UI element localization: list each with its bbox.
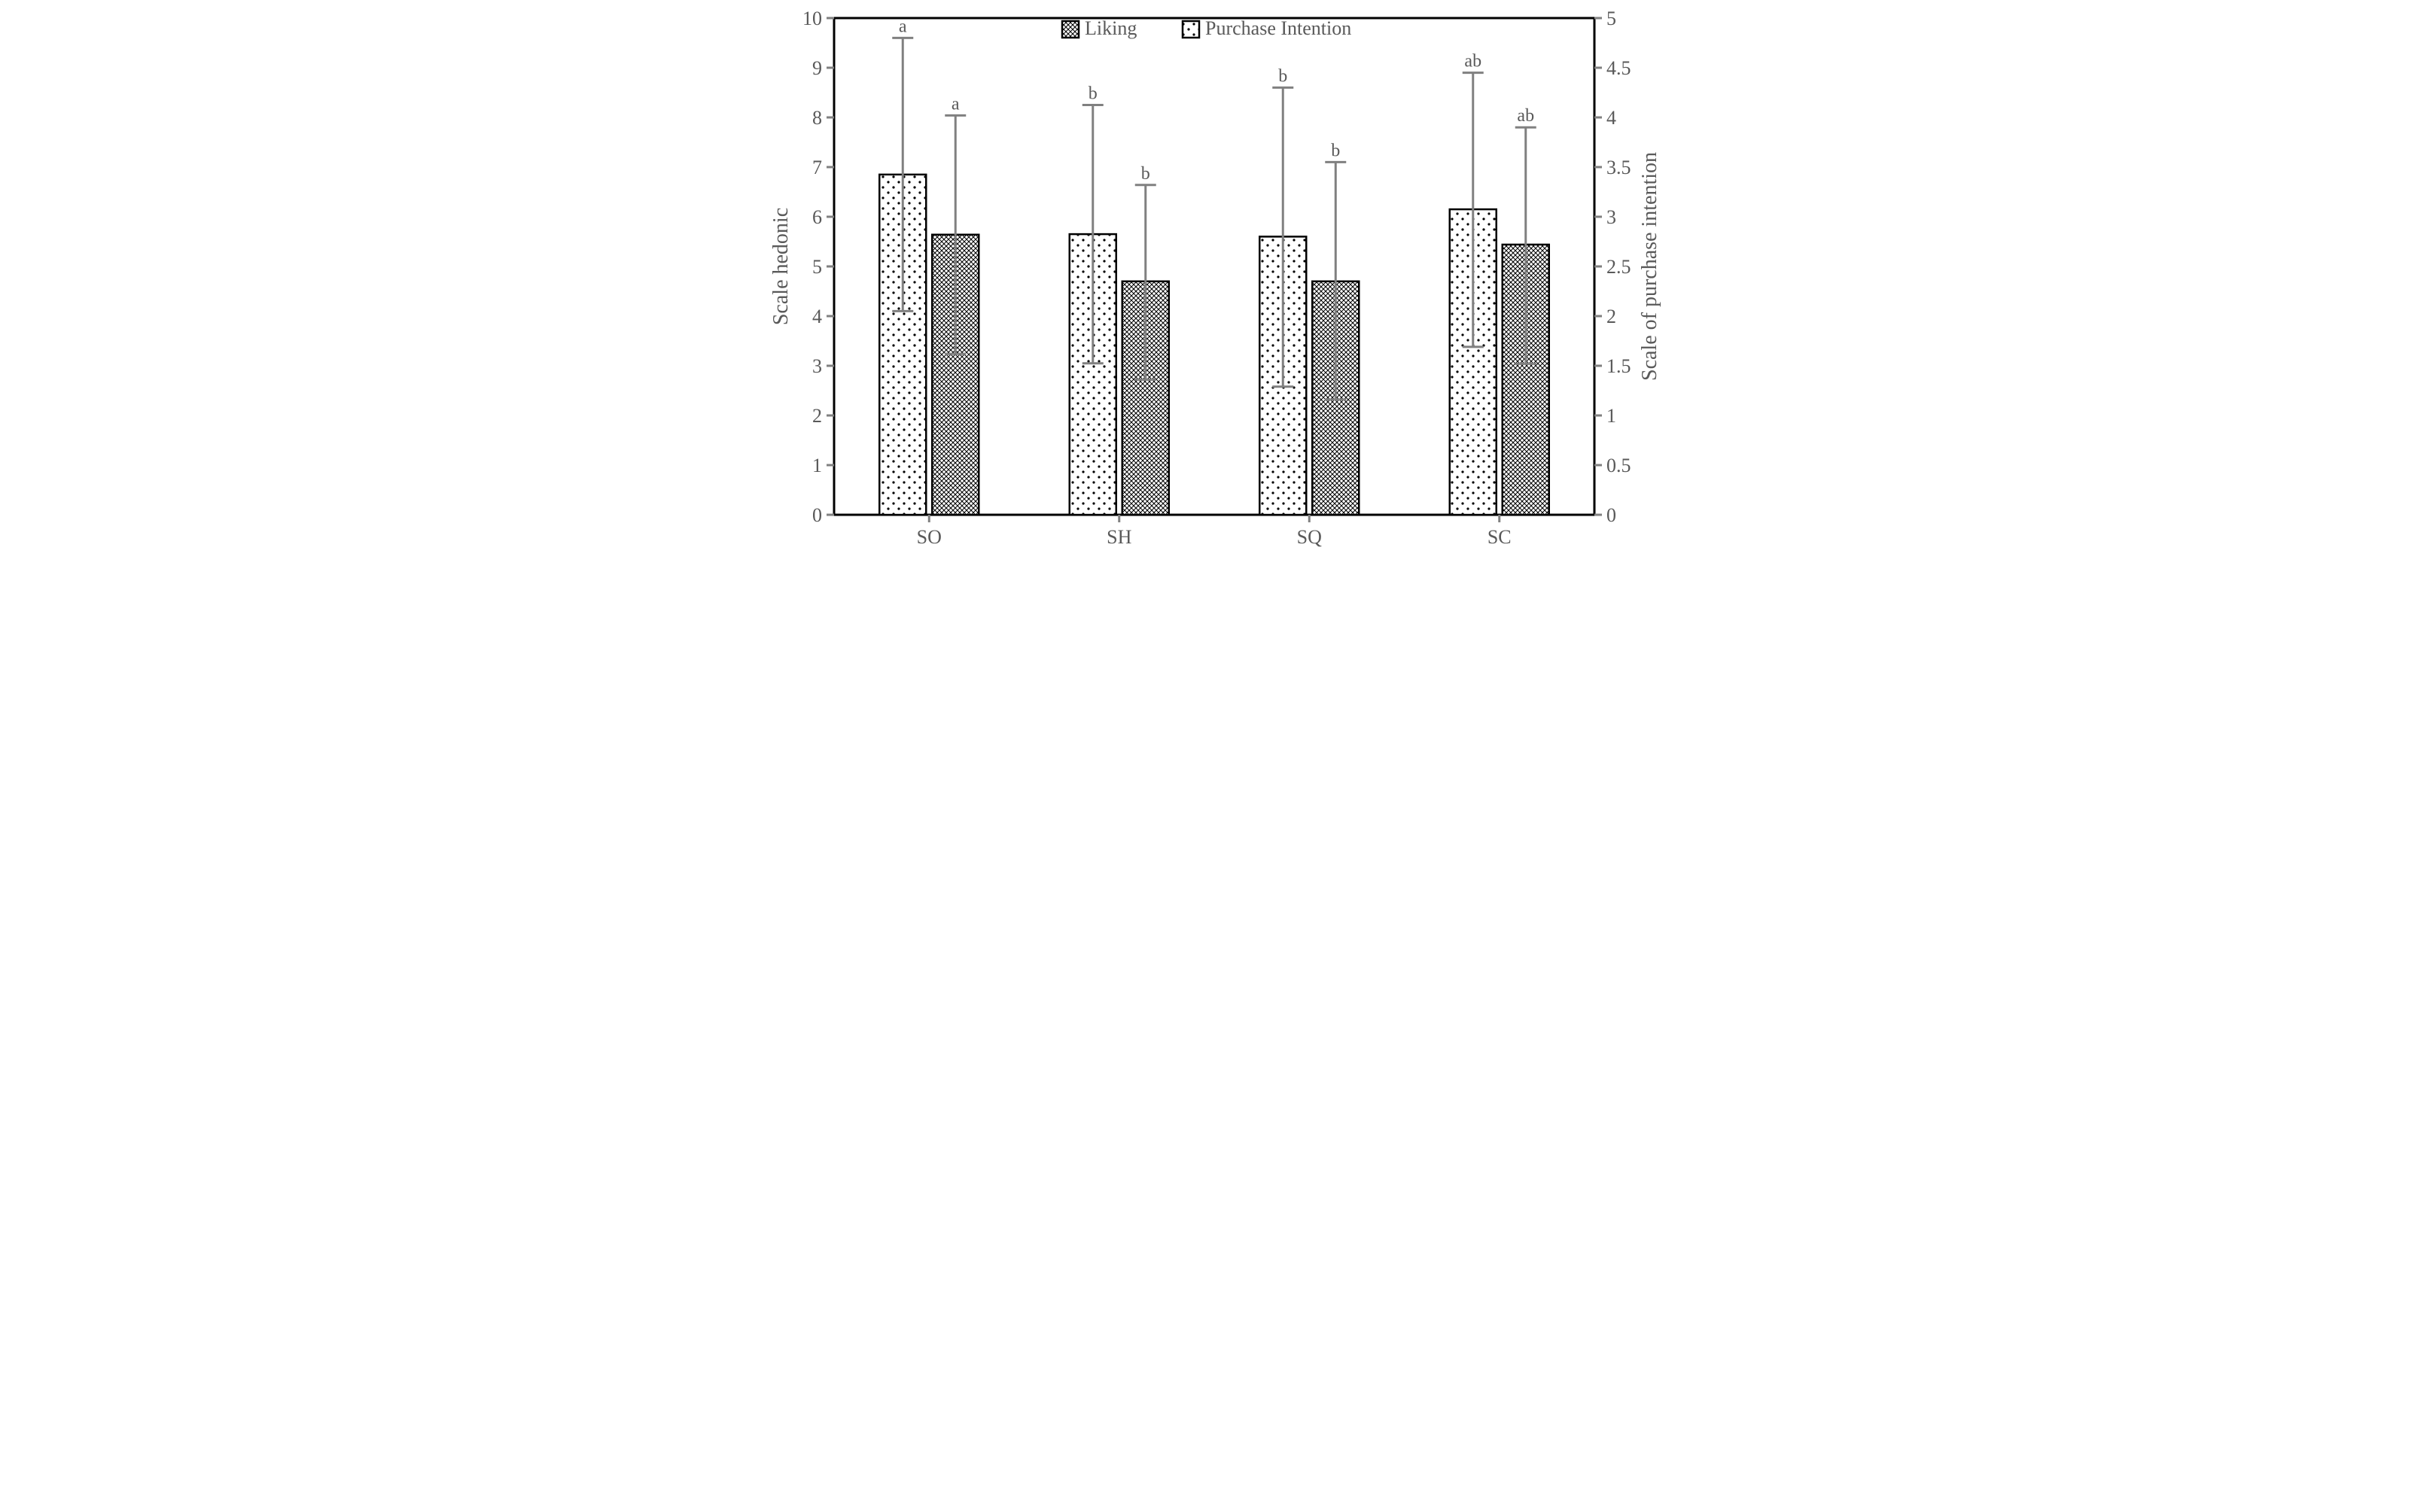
legend-label-purchase: Purchase Intention <box>1205 17 1351 39</box>
sig-label-purchase: b <box>1141 164 1150 184</box>
left-tick-label: 3 <box>812 355 822 377</box>
legend: Liking Purchase Intention <box>1062 17 1351 39</box>
right-tick-label: 1.5 <box>1606 355 1631 377</box>
right-tick-label: 2 <box>1606 306 1616 327</box>
sig-label-liking: b <box>1089 84 1098 104</box>
category-label: SH <box>1107 526 1131 548</box>
legend-label-liking: Liking <box>1085 17 1137 39</box>
legend-swatch-purchase <box>1183 21 1199 38</box>
category-label: SO <box>917 526 942 548</box>
category-label: SC <box>1487 526 1512 548</box>
left-tick-label: 0 <box>812 504 822 526</box>
left-axis-title: Scale hedonic <box>769 208 793 325</box>
sig-label-liking: ab <box>1464 52 1481 71</box>
right-tick-label: 1 <box>1606 405 1616 427</box>
left-tick-label: 10 <box>802 8 822 29</box>
sig-label-purchase: b <box>1331 141 1340 160</box>
left-tick-label: 2 <box>812 405 822 427</box>
left-tick-label: 8 <box>812 107 822 129</box>
right-tick-label: 3 <box>1606 206 1616 228</box>
category-label: SQ <box>1297 526 1322 548</box>
legend-swatch-liking <box>1062 21 1079 38</box>
right-tick-label: 3.5 <box>1606 157 1631 178</box>
right-tick-label: 0 <box>1606 504 1616 526</box>
right-tick-label: 2.5 <box>1606 256 1631 278</box>
bar-chart: 0 1 2 3 4 5 6 7 8 9 10 0 0.5 1 1.5 2 2.5 3 3.5 4 4.5 5 Scale h… <box>759 0 1677 570</box>
left-tick-label: 5 <box>812 256 822 278</box>
sig-label-purchase: a <box>952 94 960 114</box>
right-tick-label: 0.5 <box>1606 455 1631 476</box>
sig-label-purchase: ab <box>1517 106 1534 126</box>
right-tick-label: 4.5 <box>1606 57 1631 79</box>
sig-label-liking: b <box>1278 66 1287 86</box>
right-tick-label: 4 <box>1606 107 1616 129</box>
sig-label-liking: a <box>899 17 907 36</box>
left-tick-label: 1 <box>812 455 822 476</box>
left-tick-label: 7 <box>812 157 822 178</box>
left-tick-label: 6 <box>812 206 822 228</box>
right-tick-label: 5 <box>1606 8 1616 29</box>
left-tick-label: 4 <box>812 306 822 327</box>
left-tick-label: 9 <box>812 57 822 79</box>
right-axis-title: Scale of purchase intention <box>1638 152 1661 381</box>
chart-svg: 0 1 2 3 4 5 6 7 8 9 10 0 0.5 1 1.5 2 2.5 3 3.5 4 4.5 5 Scale h… <box>759 0 1677 570</box>
